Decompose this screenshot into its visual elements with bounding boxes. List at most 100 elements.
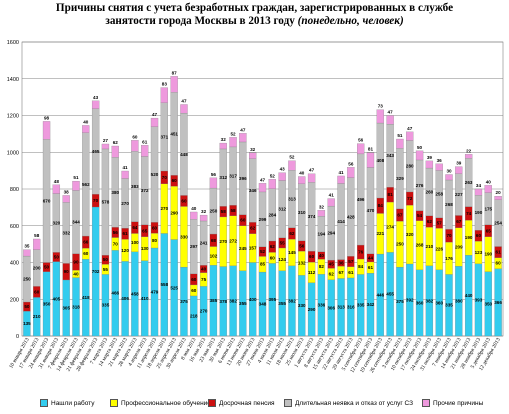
bar-segment (150, 117, 159, 127)
data-label: 60 (191, 288, 197, 293)
data-label: 60 (240, 218, 246, 223)
data-label: 250 (23, 277, 31, 282)
data-label: 380 (455, 299, 463, 304)
legend-label: Досрочная пенсия (219, 399, 275, 407)
legend-item: Досрочная пенсия (208, 399, 274, 407)
data-label: 317 (229, 174, 237, 179)
data-label: 330 (298, 303, 306, 308)
data-label: 250 (210, 209, 218, 214)
data-label: 210 (426, 244, 434, 249)
bar-segment (415, 150, 424, 161)
data-label: 32 (319, 204, 325, 209)
data-label: 382 (229, 298, 237, 303)
data-label: 52 (230, 131, 236, 136)
data-label: 61 (142, 139, 148, 144)
data-label: 380 (111, 190, 119, 195)
bar-segment (33, 238, 41, 250)
data-label: 374 (308, 214, 316, 219)
data-label: 60 (132, 134, 138, 139)
data-label: 61 (348, 270, 354, 275)
data-label: 350 (43, 301, 51, 306)
data-label: 43 (280, 167, 286, 172)
data-label: 58 (221, 209, 227, 214)
data-label: 124 (278, 257, 286, 262)
data-label: 410 (141, 296, 149, 301)
data-label: 258 (435, 192, 443, 197)
data-label: 272 (229, 238, 237, 243)
chart-title-suffix: (понедельно, человек) (297, 15, 404, 27)
data-label: 43 (93, 95, 99, 100)
data-label: 350 (484, 301, 492, 306)
y-tick-label: 1600 (7, 40, 19, 46)
data-label: 84 (358, 264, 364, 269)
legend-item: Прочие причины (422, 399, 483, 407)
bar-segment (386, 115, 394, 125)
data-label: 73 (378, 104, 384, 109)
data-label: 313 (337, 305, 345, 310)
data-label: 50 (54, 254, 60, 259)
legend-item: Длительная неявка и отказ от услуг СЗ (284, 399, 413, 407)
data-label: 392 (406, 297, 414, 302)
data-label: 320 (406, 232, 414, 237)
data-label: 270 (121, 201, 129, 206)
bar-segment (484, 185, 492, 193)
data-label: 102 (210, 253, 218, 258)
data-label: 135 (23, 321, 31, 326)
data-label: 74 (466, 211, 472, 216)
data-label: 62 (329, 272, 335, 277)
bar-segment (268, 179, 276, 189)
data-label: 176 (445, 256, 453, 261)
data-label: 57 (348, 259, 354, 264)
data-label: 56 (358, 138, 364, 143)
data-label: 190 (465, 235, 473, 240)
data-label: 52 (270, 173, 276, 178)
data-label: 418 (82, 295, 90, 300)
data-label: 47 (260, 177, 266, 182)
data-label: 227 (455, 192, 463, 197)
data-label: 57 (437, 221, 443, 226)
data-label: 56 (113, 230, 119, 235)
data-label: 36 (338, 260, 344, 265)
chart-legend: Нашли работу Профессиональное обучение Дос… (30, 399, 509, 411)
data-label: 51 (73, 175, 79, 180)
data-label: 47 (407, 126, 413, 131)
data-label: 132 (298, 261, 306, 266)
bar-segment (23, 249, 31, 257)
data-label: 254 (494, 221, 502, 226)
data-label: 65 (486, 228, 492, 233)
bar-segment (376, 109, 384, 124)
legend-label: Нашли работу (51, 399, 95, 407)
bar-segment (494, 196, 502, 200)
bar-segment (455, 166, 463, 174)
data-label: 342 (367, 302, 375, 307)
bar-segment (464, 154, 473, 159)
data-label: 194 (318, 232, 326, 237)
data-label: 210 (33, 314, 41, 319)
bar-segment (72, 180, 80, 191)
data-label: 39 (456, 161, 462, 166)
data-label: 383 (131, 184, 139, 189)
legend-swatch (422, 399, 430, 407)
bar-segment (52, 184, 61, 194)
data-label: 32 (201, 209, 207, 214)
y-tick-label: 400 (10, 261, 19, 267)
data-label: 260 (426, 189, 434, 194)
data-label: 61 (496, 250, 502, 255)
data-label: 226 (435, 247, 443, 252)
data-label: 360 (416, 300, 424, 305)
data-label: 41 (329, 193, 335, 198)
chart-title-line-2: занятости города Москвы в 2013 году (пон… (0, 15, 509, 28)
bar-segment (101, 143, 110, 150)
y-tick-label: 1400 (7, 77, 19, 83)
data-label: 61 (123, 231, 129, 236)
bar-segment (42, 121, 51, 140)
data-label: 145 (288, 250, 296, 255)
bar-segment (337, 175, 345, 184)
data-label: 393 (475, 297, 483, 302)
data-label: 330 (180, 234, 188, 239)
data-label: 60 (270, 255, 276, 260)
y-tick-label: 800 (10, 187, 19, 193)
data-label: 90 (73, 259, 79, 264)
data-label: 62 (113, 140, 119, 145)
